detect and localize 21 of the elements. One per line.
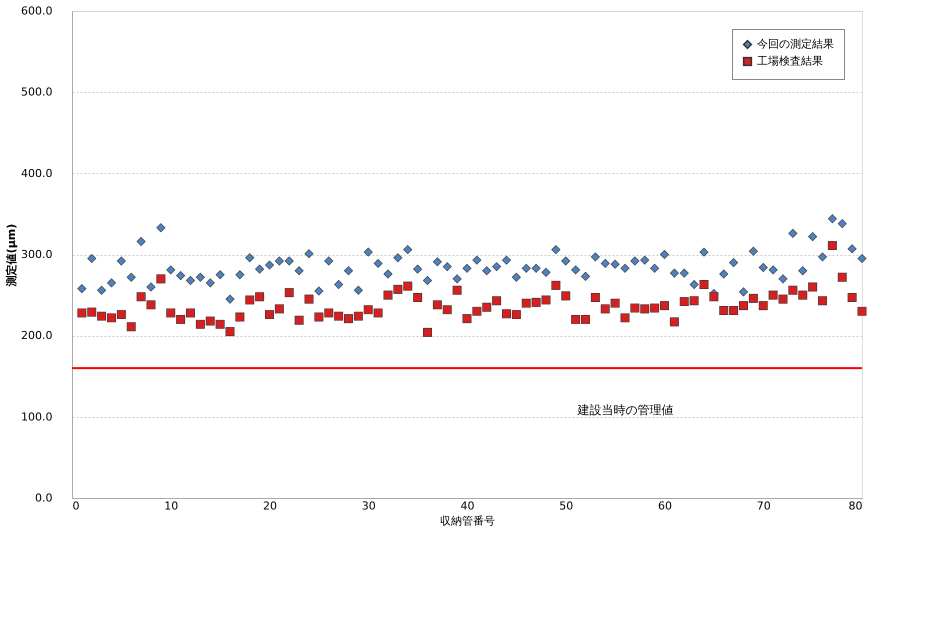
x-axis-title: 収納管番号 bbox=[440, 514, 495, 528]
y-tick-label: 100.0 bbox=[21, 410, 52, 424]
legend-label: 工場検査結果 bbox=[757, 54, 823, 68]
ref-line-label: 建設当時の管理値 bbox=[576, 403, 674, 418]
y-tick-label: 400.0 bbox=[21, 166, 52, 180]
y-tick-label: 0.0 bbox=[35, 492, 52, 504]
x-tick-label: 30 bbox=[362, 500, 376, 512]
x-tick-label: 20 bbox=[263, 500, 277, 512]
x-tick-label: 60 bbox=[658, 500, 672, 512]
x-tick-label: 0 bbox=[72, 500, 80, 512]
x-tick-label: 80 bbox=[848, 500, 862, 512]
y-axis-title: 測定値(μm) bbox=[5, 224, 18, 288]
y-tick-label: 300.0 bbox=[21, 248, 52, 261]
x-tick-label: 70 bbox=[756, 500, 771, 512]
y-tick-label: 500.0 bbox=[21, 86, 52, 99]
legend-label: 今回の測定結果 bbox=[757, 38, 834, 50]
y-tick-label: 600.0 bbox=[21, 4, 52, 18]
x-tick-label: 50 bbox=[559, 500, 574, 512]
y-tick-label: 200.0 bbox=[21, 329, 52, 342]
x-tick-label: 40 bbox=[460, 500, 474, 512]
x-tick-label: 10 bbox=[164, 500, 178, 512]
